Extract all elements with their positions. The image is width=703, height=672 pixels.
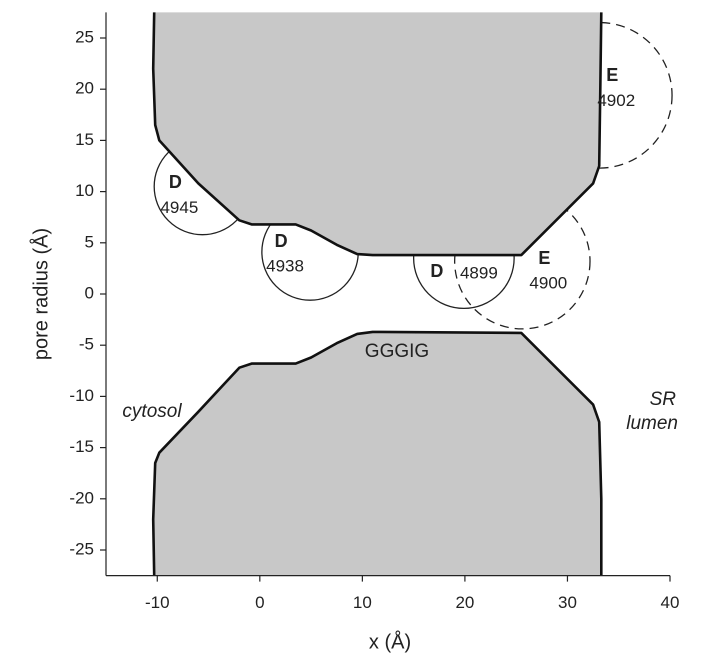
site-residue: E: [538, 248, 550, 268]
x-tick-label: 40: [661, 593, 680, 612]
filter-label: GGGIG: [365, 341, 429, 362]
x-tick-label: 30: [558, 593, 577, 612]
cytosol-label: cytosol: [122, 401, 182, 422]
y-tick-label: -25: [69, 539, 94, 558]
site-number: 4900: [529, 274, 567, 293]
y-tick-label: 10: [75, 181, 94, 200]
site-number: 4902: [597, 91, 635, 110]
wall-fill: [153, 12, 602, 256]
y-axis-label: pore radius (Å): [29, 228, 52, 360]
site-residue: D: [275, 231, 288, 251]
y-tick-label: 15: [75, 130, 94, 149]
lumen-label: SR: [650, 389, 677, 410]
site-number: 4938: [266, 257, 304, 276]
wall-line: [151, 12, 603, 257]
y-tick-label: -5: [79, 335, 94, 354]
site-residue: D: [169, 172, 182, 192]
x-tick-label: 10: [353, 593, 372, 612]
wall-fill: [153, 331, 602, 576]
y-tick-label: 25: [75, 27, 94, 46]
site-residue: E: [606, 65, 618, 85]
site-residue: D: [430, 261, 443, 281]
y-tick-label: 0: [85, 283, 94, 302]
wall-line: [151, 330, 603, 576]
y-tick-label: -20: [69, 488, 94, 507]
site-number: 4945: [160, 198, 198, 217]
y-tick-label: -10: [69, 386, 94, 405]
y-tick-label: 20: [75, 79, 94, 98]
y-tick-label: 5: [85, 232, 94, 251]
site-number: 4899: [460, 264, 498, 283]
x-tick-label: 20: [455, 593, 474, 612]
lumen-label: lumen: [626, 413, 678, 434]
x-tick-label: -10: [145, 593, 170, 612]
x-tick-label: 0: [255, 593, 264, 612]
y-tick-label: -15: [69, 437, 94, 456]
x-axis-label: x (Å): [369, 630, 411, 653]
